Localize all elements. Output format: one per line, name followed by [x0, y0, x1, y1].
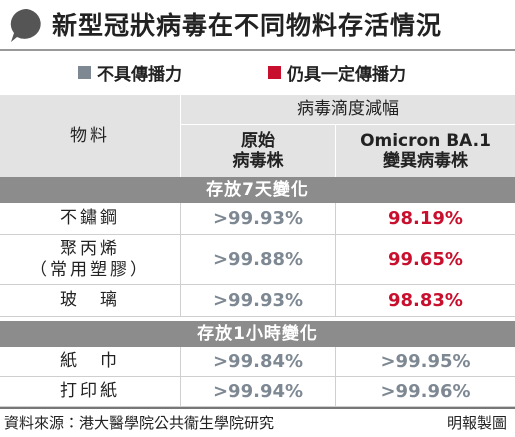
legend-swatch: [268, 65, 281, 79]
title: 新型冠狀病毒在不同物料存活情況: [52, 11, 443, 40]
legend-label: 仍具一定傳播力: [287, 64, 406, 85]
credit: 明報製圖: [446, 414, 507, 432]
legend-swatch: [78, 65, 91, 79]
footer-rule: [0, 407, 515, 409]
title-rule: [0, 49, 515, 51]
title-icon: [10, 8, 41, 42]
reduction-value: 99.65%: [335, 235, 515, 285]
reduction-value: 98.19%: [335, 203, 515, 235]
material: 不鏽鋼: [0, 203, 180, 235]
reduction-value: 98.83%: [335, 285, 515, 317]
header-background: [0, 95, 515, 177]
reduction-value: >99.93%: [180, 203, 335, 235]
group-header: 病毒滴度減幅: [180, 95, 515, 125]
material: 紙 巾: [0, 347, 180, 377]
reduction-value: >99.95%: [335, 347, 515, 377]
reduction-value: >99.84%: [180, 347, 335, 377]
reduction-value: >99.93%: [180, 285, 335, 317]
column-header: 原始 病毒株: [180, 125, 335, 177]
legend-item: 不具傳播力: [78, 58, 182, 86]
section-title: 存放7天變化: [0, 177, 515, 203]
reduction-value: >99.96%: [335, 377, 515, 407]
material: 聚丙烯 （常用塑膠）: [0, 235, 180, 285]
reduction-value: >99.88%: [180, 235, 335, 285]
column-header: 物料: [70, 125, 110, 146]
section-title: 存放1小時變化: [0, 321, 515, 347]
material: 玻 璃: [0, 285, 180, 317]
material: 打印紙: [0, 377, 180, 407]
legend-item: 仍具一定傳播力: [268, 58, 406, 86]
legend-label: 不具傳播力: [97, 64, 182, 85]
column-header: Omicron BA.1 變異病毒株: [335, 125, 515, 177]
reduction-value: >99.94%: [180, 377, 335, 407]
source: 資料來源：港大醫學院公共衞生學院研究: [4, 414, 275, 432]
